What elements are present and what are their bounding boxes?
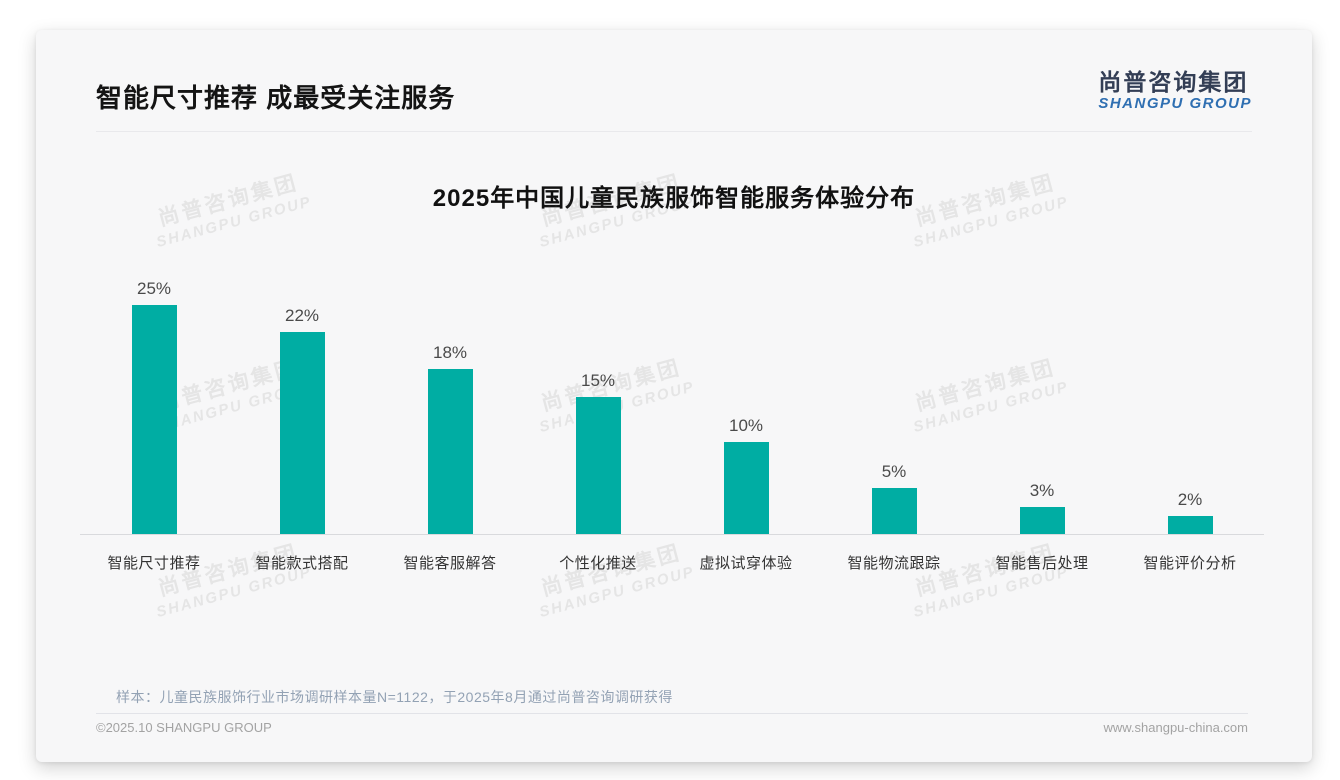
- bar-column: 22%: [228, 306, 376, 534]
- bar: [1019, 507, 1065, 534]
- sample-note: 样本：儿童民族服饰行业市场调研样本量N=1122，于2025年8月通过尚普咨询调…: [116, 689, 673, 705]
- bar: [575, 397, 621, 534]
- x-axis-category-labels: 智能尺寸推荐 智能款式搭配 智能客服解答 个性化推送 虚拟试穿体验 智能物流跟踪 智能售后处…: [80, 535, 1264, 573]
- bar: [131, 305, 177, 534]
- bar-column: 2%: [1116, 490, 1264, 534]
- bar-value-label: 5%: [881, 462, 907, 481]
- logo-english-text: SHANGPU GROUP: [1098, 95, 1252, 113]
- x-axis-label: 智能售后处理: [995, 555, 1089, 572]
- bar-column: 18%: [376, 343, 524, 534]
- bar-column: 3%: [968, 481, 1116, 534]
- x-axis-label: 智能尺寸推荐: [107, 555, 201, 572]
- x-axis-label: 虚拟试穿体验: [699, 555, 793, 572]
- bar-value-label: 15%: [580, 371, 616, 390]
- bar: [871, 488, 917, 534]
- bar-value-label: 25%: [136, 279, 172, 298]
- bar-value-label: 10%: [728, 416, 764, 435]
- page-title: 智能尺寸推荐 成最受关注服务: [96, 83, 456, 113]
- bar-column: 10%: [672, 416, 820, 534]
- bar-chart-plot-area: 25% 22% 18% 15% 10% 5% 3% 2%: [80, 279, 1264, 535]
- x-axis-label: 个性化推送: [559, 555, 637, 572]
- copyright-text: ©2025.10 SHANGPU GROUP: [96, 720, 272, 735]
- bar: [723, 442, 769, 534]
- x-axis-label: 智能客服解答: [403, 555, 497, 572]
- footer-divider: [96, 713, 1248, 714]
- bar: [427, 369, 473, 534]
- bar-column: 5%: [820, 462, 968, 534]
- bar-value-label: 2%: [1177, 490, 1203, 509]
- x-axis-label: 智能款式搭配: [255, 555, 349, 572]
- bar-value-label: 18%: [432, 343, 468, 362]
- website-url: www.shangpu-china.com: [1103, 720, 1248, 735]
- bar: [279, 332, 325, 534]
- slide-card: 尚普咨询集团 SHANGPU GROUP 尚普咨询集团 SHANGPU GROUP 尚普…: [36, 30, 1312, 762]
- chart-title: 2025年中国儿童民族服饰智能服务体验分布: [432, 185, 916, 212]
- x-axis-label: 智能物流跟踪: [847, 555, 941, 572]
- bar-column: 25%: [80, 279, 228, 534]
- company-logo: 尚普咨询集团 SHANGPU GROUP: [1098, 69, 1252, 113]
- logo-chinese-text: 尚普咨询集团: [1098, 69, 1249, 95]
- slide-header: 智能尺寸推荐 成最受关注服务 尚普咨询集团 SHANGPU GROUP: [36, 30, 1312, 115]
- x-axis-label: 智能评价分析: [1143, 555, 1237, 572]
- slide-footer: ©2025.10 SHANGPU GROUP www.shangpu-china…: [96, 720, 1248, 735]
- bar-value-label: 22%: [284, 306, 320, 325]
- bar-value-label: 3%: [1029, 481, 1055, 500]
- bar: [1167, 516, 1213, 534]
- header-divider: [96, 131, 1252, 132]
- bar-column: 15%: [524, 371, 672, 534]
